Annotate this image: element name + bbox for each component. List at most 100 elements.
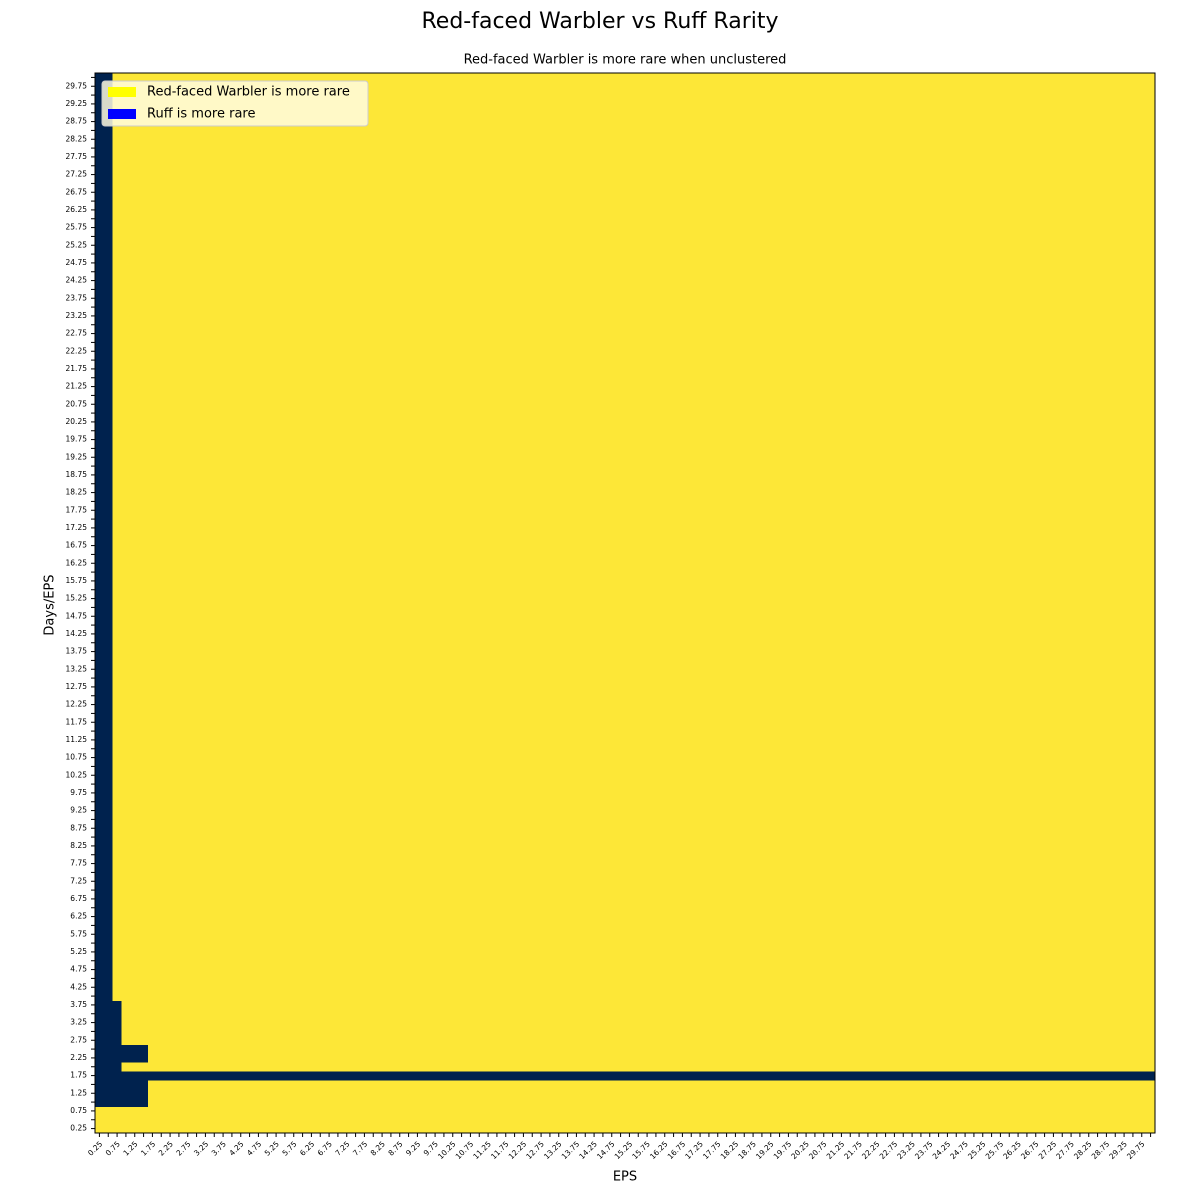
cell — [554, 895, 563, 904]
cell — [395, 1098, 404, 1107]
cell — [1031, 850, 1040, 859]
cell — [908, 1018, 917, 1027]
cell — [899, 859, 908, 868]
cell — [413, 1062, 422, 1071]
cell — [828, 992, 837, 1001]
cell — [864, 1027, 873, 1036]
cell — [360, 877, 369, 886]
cell — [342, 806, 351, 815]
cell — [254, 1062, 263, 1071]
cell — [210, 1124, 219, 1133]
cell — [740, 1009, 749, 1018]
cell — [1023, 1036, 1032, 1045]
cell — [590, 1036, 599, 1045]
cell — [493, 877, 502, 886]
cell — [316, 806, 325, 815]
cell — [908, 815, 917, 824]
cell — [431, 895, 440, 904]
cell — [908, 789, 917, 798]
cell — [643, 1080, 652, 1089]
cell — [802, 877, 811, 886]
cell — [961, 1054, 970, 1063]
cell — [881, 1071, 890, 1080]
cell — [475, 903, 484, 912]
cell — [634, 1124, 643, 1133]
cell — [740, 868, 749, 877]
cell — [775, 824, 784, 833]
cell — [263, 824, 272, 833]
cell — [501, 842, 510, 851]
cell — [978, 1107, 987, 1116]
cell — [846, 877, 855, 886]
cell — [219, 797, 228, 806]
cell — [881, 992, 890, 1001]
cell — [563, 1098, 572, 1107]
cell — [864, 859, 873, 868]
cell — [210, 842, 219, 851]
cell — [413, 789, 422, 798]
cell — [1023, 1001, 1032, 1010]
cell — [1102, 1124, 1111, 1133]
cell — [872, 974, 881, 983]
cell — [643, 797, 652, 806]
cell — [731, 1036, 740, 1045]
cell — [440, 1027, 449, 1036]
cell — [855, 1054, 864, 1063]
cell — [731, 983, 740, 992]
cell — [369, 1071, 378, 1080]
cell — [263, 1080, 272, 1089]
cell — [113, 912, 122, 921]
cell — [395, 992, 404, 1001]
cell — [634, 797, 643, 806]
cell — [245, 1009, 254, 1018]
cell — [1102, 1098, 1111, 1107]
cell — [846, 983, 855, 992]
cell — [572, 1089, 581, 1098]
cell — [404, 939, 413, 948]
cell — [351, 859, 360, 868]
cell — [281, 815, 290, 824]
cell — [1084, 1071, 1093, 1080]
cell — [281, 877, 290, 886]
cell — [519, 939, 528, 948]
cell — [1040, 895, 1049, 904]
cell — [1023, 1054, 1032, 1063]
cell — [254, 939, 263, 948]
cell — [219, 877, 228, 886]
cell — [457, 948, 466, 957]
cell — [554, 824, 563, 833]
cell — [493, 1036, 502, 1045]
cell — [431, 1054, 440, 1063]
cell — [713, 992, 722, 1001]
cell — [1129, 1001, 1138, 1010]
cell — [201, 771, 210, 780]
cell — [157, 983, 166, 992]
cell — [793, 1107, 802, 1116]
cell — [855, 1089, 864, 1098]
cell — [466, 1062, 475, 1071]
cell — [1111, 789, 1120, 798]
cell — [166, 842, 175, 851]
cell — [660, 850, 669, 859]
cell — [952, 1062, 961, 1071]
cell — [263, 939, 272, 948]
cell — [1049, 903, 1058, 912]
cell — [713, 859, 722, 868]
cell — [616, 965, 625, 974]
cell — [652, 1054, 661, 1063]
cell — [1031, 815, 1040, 824]
cell — [440, 1080, 449, 1089]
cell — [236, 780, 245, 789]
cell — [519, 1045, 528, 1054]
cell — [554, 921, 563, 930]
cell — [351, 1062, 360, 1071]
cell — [643, 842, 652, 851]
cell — [881, 921, 890, 930]
cell — [1129, 1027, 1138, 1036]
cell — [881, 939, 890, 948]
cell — [1076, 1009, 1085, 1018]
cell — [890, 1089, 899, 1098]
cell — [95, 1036, 104, 1045]
cell — [1129, 992, 1138, 1001]
cell — [263, 948, 272, 957]
